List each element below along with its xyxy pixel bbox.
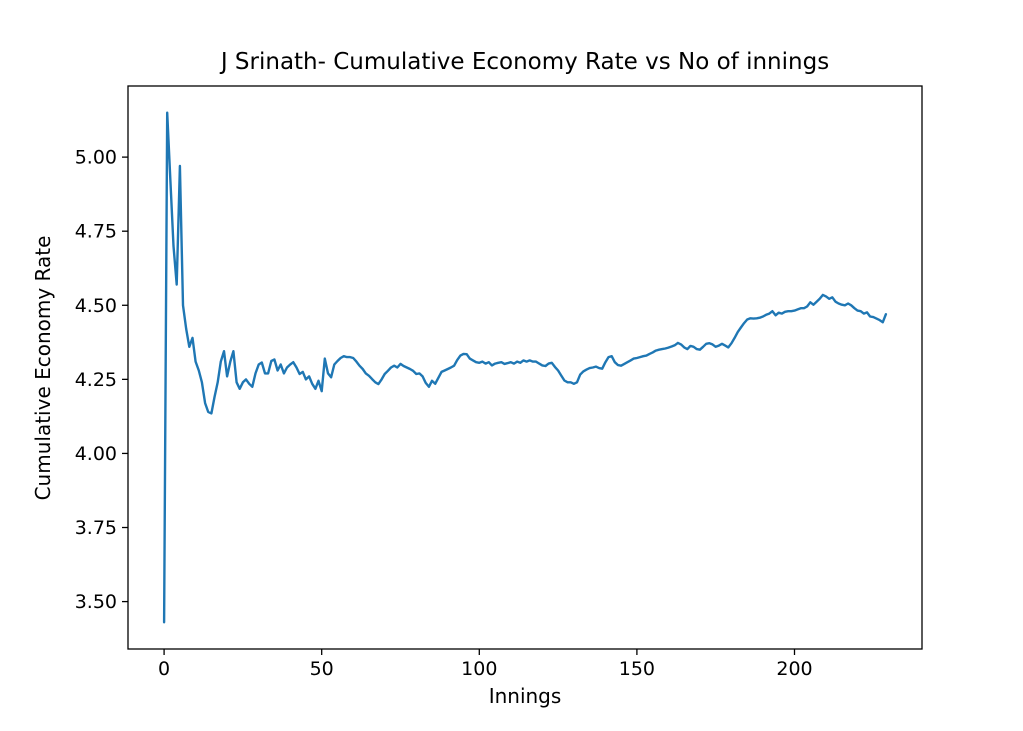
- y-tick-label: 3.75: [75, 517, 117, 539]
- x-tick-label: 100: [461, 658, 497, 680]
- y-tick-label: 4.50: [75, 295, 117, 317]
- y-axis-label: Cumulative Economy Rate: [31, 236, 55, 501]
- y-tick-label: 4.75: [75, 221, 117, 243]
- x-tick-label: 200: [776, 658, 812, 680]
- x-tick-label: 0: [158, 658, 170, 680]
- y-tick-label: 4.00: [75, 443, 117, 465]
- economy-rate-line: [162, 111, 888, 624]
- y-tick-label: 5.00: [75, 147, 117, 169]
- y-tick-label: 3.50: [75, 591, 117, 613]
- chart-title: J Srinath- Cumulative Economy Rate vs No…: [219, 49, 829, 75]
- plot-area: [127, 85, 923, 650]
- x-axis-label: Innings: [489, 684, 562, 708]
- x-tick-label: 50: [310, 658, 334, 680]
- x-tick-label: 150: [619, 658, 655, 680]
- y-axis-ticks: 3.50 3.75 4.00 4.25 4.50 4.75 5.00: [75, 147, 128, 613]
- x-axis-ticks: 0 50 100 150 200: [158, 649, 813, 680]
- y-tick-label: 4.25: [75, 369, 117, 391]
